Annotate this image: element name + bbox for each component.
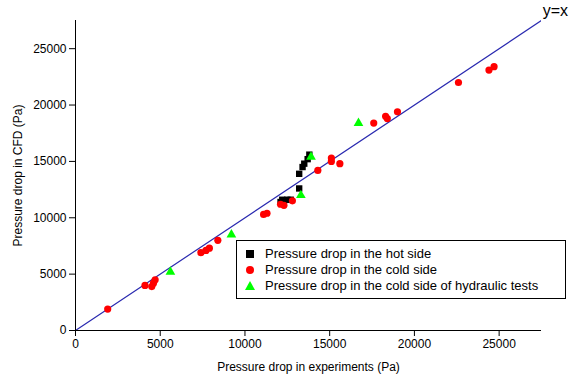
svg-text:15000: 15000 — [33, 154, 67, 168]
html-text:Pressure drop in the cold side: Pressure drop in the cold side — [265, 262, 437, 277]
svg-text:10000: 10000 — [228, 337, 262, 351]
svg-text:5000: 5000 — [147, 337, 174, 351]
svg-text:Pressure drop in CFD (Pa): Pressure drop in CFD (Pa) — [11, 104, 25, 246]
svg-text:10000: 10000 — [33, 211, 67, 225]
svg-text:Pressure drop in experiments (: Pressure drop in experiments (Pa) — [217, 360, 400, 374]
html-text:Pressure drop in the hot side: Pressure drop in the hot side — [265, 246, 432, 261]
svg-text:25000: 25000 — [482, 337, 516, 351]
svg-text:25000: 25000 — [33, 42, 67, 56]
html-text:Pressure drop in the cold side: Pressure drop in the cold side of hydrau… — [265, 278, 539, 293]
svg-text:20000: 20000 — [398, 337, 432, 351]
svg-text:0: 0 — [72, 337, 79, 351]
svg-text:20000: 20000 — [33, 98, 67, 112]
svg-text:5000: 5000 — [40, 267, 67, 281]
html-text:y=x: y=x — [542, 2, 568, 19]
svg-text:0: 0 — [60, 323, 67, 337]
svg-text:15000: 15000 — [313, 337, 347, 351]
